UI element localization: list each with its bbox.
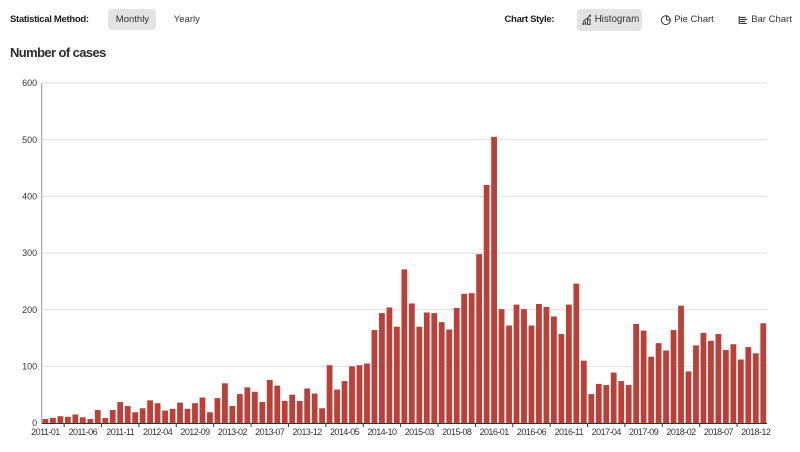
svg-text:2013-07: 2013-07 [255,427,285,437]
svg-text:500: 500 [22,135,37,145]
svg-text:2012-04: 2012-04 [143,427,173,437]
svg-text:0: 0 [32,418,37,428]
svg-text:2011-01: 2011-01 [31,427,60,437]
svg-text:2018-12: 2018-12 [741,427,771,437]
svg-text:2017-04: 2017-04 [592,427,622,437]
svg-text:400: 400 [22,192,37,202]
svg-text:2018-07: 2018-07 [704,427,734,437]
svg-text:100: 100 [22,362,37,372]
svg-text:2013-02: 2013-02 [218,427,248,437]
svg-text:2012-09: 2012-09 [180,427,210,437]
svg-text:600: 600 [22,78,37,88]
svg-text:300: 300 [22,248,37,258]
svg-text:2018-02: 2018-02 [666,427,696,437]
svg-text:2016-06: 2016-06 [517,427,547,437]
svg-text:2015-08: 2015-08 [442,427,472,437]
svg-text:2016-01: 2016-01 [479,427,509,437]
svg-text:2011-11: 2011-11 [106,427,134,437]
svg-text:2013-12: 2013-12 [293,427,323,437]
svg-text:2015-03: 2015-03 [405,427,435,437]
svg-text:2011-06: 2011-06 [69,427,98,437]
svg-text:2017-09: 2017-09 [629,427,659,437]
svg-text:2014-05: 2014-05 [330,427,360,437]
svg-text:200: 200 [22,305,37,315]
svg-text:2016-11: 2016-11 [555,427,584,437]
svg-text:2014-10: 2014-10 [367,427,397,437]
